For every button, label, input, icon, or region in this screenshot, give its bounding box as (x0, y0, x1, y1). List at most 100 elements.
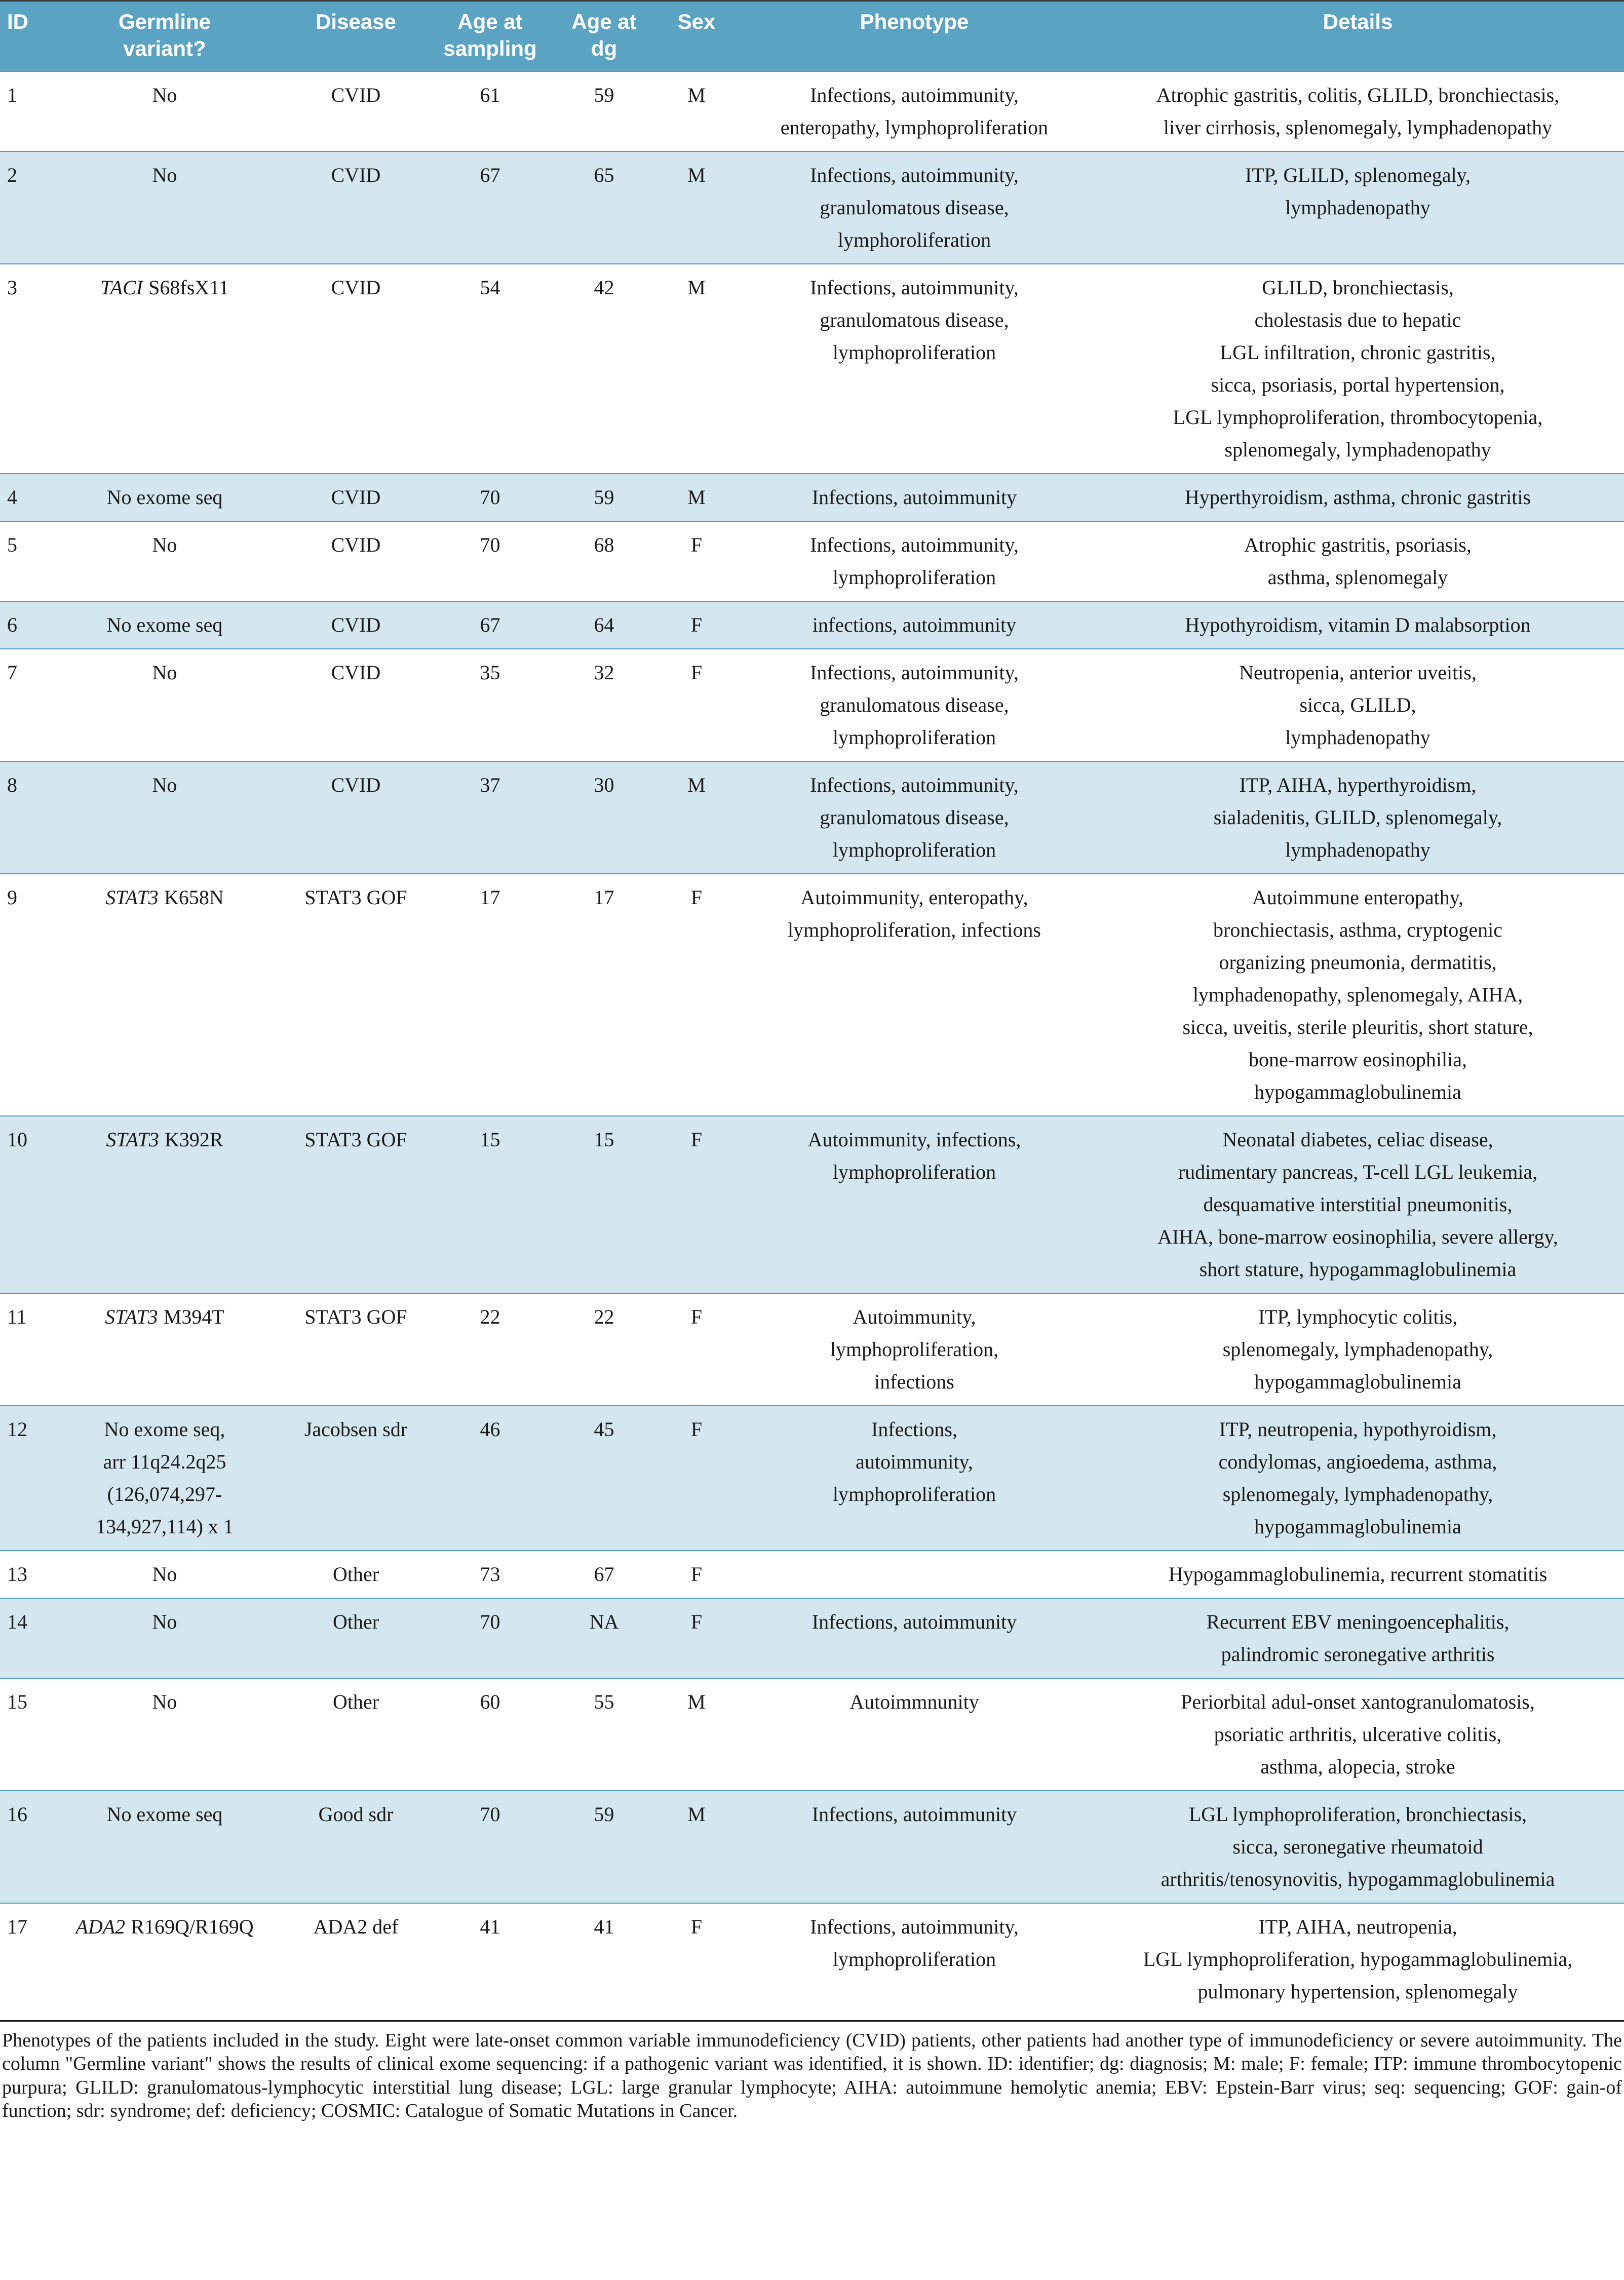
cell-age-at-sampling: 54 (428, 263, 552, 474)
cell-details: ITP, AIHA, neutropenia, LGL lymphoprolif… (1092, 1903, 1624, 2015)
cell-details: ITP, lymphocytic colitis, splenomegaly, … (1092, 1293, 1624, 1406)
cell-sex: M (656, 473, 737, 521)
col-header-disease: Disease (284, 1, 428, 71)
cell-disease: CVID (284, 151, 428, 264)
cell-phenotype: Infections, autoimmunity, lymphoprolifer… (737, 521, 1092, 601)
cell-disease: Other (284, 1550, 428, 1598)
cell-phenotype: Autoimmunity, infections, lymphoprolifer… (737, 1115, 1092, 1293)
cell-sex: M (656, 761, 737, 874)
cell-patient-id: 6 (0, 601, 46, 649)
cell-sex: F (656, 1903, 737, 2015)
variant-text: No exome seq (106, 486, 223, 509)
col-header-germline-variant: Germline variant? (46, 1, 284, 71)
cell-sex: M (656, 1790, 737, 1903)
variant-text: No (152, 164, 177, 186)
cell-germline-variant: No (46, 71, 284, 151)
table-row: 1 No CVID 61 59 M Infections, autoimmuni… (0, 71, 1624, 151)
cell-age-at-dg: 32 (552, 648, 656, 761)
cell-disease: STAT3 GOF (284, 1115, 428, 1293)
cell-sex: F (656, 601, 737, 649)
variant-text: No exome seq, arr 11q24.2q25 (126,074,29… (96, 1418, 234, 1538)
cell-disease: CVID (284, 761, 428, 874)
cell-phenotype: Infections, autoimmunity, granulomatous … (737, 761, 1092, 874)
cell-details: Hypogammaglobulinemia, recurrent stomati… (1092, 1550, 1624, 1598)
table-row: 8 No CVID 37 30 M Infections, autoimmuni… (0, 761, 1624, 874)
cell-disease: Other (284, 1678, 428, 1791)
variant-text: No (152, 774, 177, 796)
cell-age-at-sampling: 22 (428, 1293, 552, 1406)
cell-germline-variant: STAT3 M394T (46, 1293, 284, 1406)
table-row: 9 STAT3 K658N STAT3 GOF 17 17 F Autoimmun… (0, 873, 1624, 1116)
cell-phenotype: Infections, autoimmunity (737, 473, 1092, 521)
cell-disease: CVID (284, 601, 428, 649)
cell-germline-variant: No exome seq (46, 1790, 284, 1903)
cell-age-at-sampling: 61 (428, 71, 552, 151)
cell-disease: STAT3 GOF (284, 873, 428, 1116)
cell-patient-id: 1 (0, 71, 46, 151)
variant-text: No (152, 84, 177, 106)
cell-germline-variant: STAT3 K392R (46, 1115, 284, 1293)
table-body: 1 No CVID 61 59 M Infections, autoimmuni… (0, 71, 1624, 2015)
table-caption: Phenotypes of the patients included in t… (2, 2030, 1622, 2122)
cell-patient-id: 9 (0, 873, 46, 1116)
cell-disease: CVID (284, 473, 428, 521)
cell-patient-id: 7 (0, 648, 46, 761)
cell-phenotype: Infections, autoimmunity, granulomatous … (737, 648, 1092, 761)
cell-age-at-sampling: 60 (428, 1678, 552, 1791)
cell-disease: CVID (284, 521, 428, 601)
cell-patient-id: 17 (0, 1903, 46, 2015)
cell-details: Hypothyroidism, vitamin D malabsorption (1092, 601, 1624, 649)
cell-sex: F (656, 873, 737, 1116)
gene-symbol: STAT3 (105, 1305, 158, 1328)
cell-sex: F (656, 1115, 737, 1293)
cell-sex: M (656, 1678, 737, 1791)
cell-age-at-sampling: 15 (428, 1115, 552, 1293)
table-row: 10 STAT3 K392R STAT3 GOF 15 15 F Autoimmu… (0, 1115, 1624, 1293)
table-row: 2 No CVID 67 65 M Infections, autoimmuni… (0, 151, 1624, 264)
cell-germline-variant: No (46, 1550, 284, 1598)
cell-age-at-dg: 59 (552, 71, 656, 151)
gene-symbol: TACI (100, 276, 143, 299)
cell-phenotype (737, 1550, 1092, 1598)
cell-details: LGL lymphoproliferation, bronchiectasis,… (1092, 1790, 1624, 1903)
table-row: 3 TACI S68fsX11 CVID 54 42 M Infections, … (0, 263, 1624, 474)
cell-sex: M (656, 263, 737, 474)
cell-disease: ADA2 def (284, 1903, 428, 2015)
cell-details: Periorbital adul-onset xantogranulomatos… (1092, 1678, 1624, 1791)
cell-phenotype: Autoimmunity, enteropathy, lymphoprolife… (737, 873, 1092, 1116)
cell-details: GLILD, bronchiectasis, cholestasis due t… (1092, 263, 1624, 474)
cell-age-at-sampling: 70 (428, 1790, 552, 1903)
table-row: 12 No exome seq, arr 11q24.2q25 (126,074… (0, 1405, 1624, 1551)
table-row: 14 No Other 70 NA F Infections, autoimmu… (0, 1598, 1624, 1678)
cell-age-at-sampling: 17 (428, 873, 552, 1116)
cell-sex: F (656, 1550, 737, 1598)
cell-sex: M (656, 151, 737, 264)
cell-patient-id: 8 (0, 761, 46, 874)
cell-germline-variant: No (46, 521, 284, 601)
table-header: ID Germline variant? Disease Age at samp… (0, 1, 1624, 71)
cell-patient-id: 16 (0, 1790, 46, 1903)
cell-disease: STAT3 GOF (284, 1293, 428, 1406)
cell-age-at-dg: 45 (552, 1405, 656, 1551)
cell-germline-variant: No (46, 648, 284, 761)
col-header-id: ID (0, 1, 46, 71)
variant-text: M394T (163, 1305, 224, 1328)
cell-germline-variant: No (46, 761, 284, 874)
header-row: ID Germline variant? Disease Age at samp… (0, 1, 1624, 71)
table-row: 17 ADA2 R169Q/R169Q ADA2 def 41 41 F Infe… (0, 1903, 1624, 2015)
cell-details: Neonatal diabetes, celiac disease, rudim… (1092, 1115, 1624, 1293)
cell-disease: Other (284, 1598, 428, 1678)
cell-germline-variant: ADA2 R169Q/R169Q (46, 1903, 284, 2015)
cell-details: Autoimmune enteropathy, bronchiectasis, … (1092, 873, 1624, 1116)
cell-details: ITP, GLILD, splenomegaly, lymphadenopath… (1092, 151, 1624, 264)
col-header-phenotype: Phenotype (737, 1, 1092, 71)
cell-phenotype: Autoimmnunity (737, 1678, 1092, 1791)
col-header-sex: Sex (656, 1, 737, 71)
variant-text: No (152, 1610, 177, 1633)
gene-symbol: STAT3 (105, 886, 159, 909)
cell-age-at-dg: 59 (552, 1790, 656, 1903)
cell-disease: Good sdr (284, 1790, 428, 1903)
cell-phenotype: Infections, autoimmunity (737, 1790, 1092, 1903)
table-row: 7 No CVID 35 32 F Infections, autoimmuni… (0, 648, 1624, 761)
cell-age-at-sampling: 46 (428, 1405, 552, 1551)
